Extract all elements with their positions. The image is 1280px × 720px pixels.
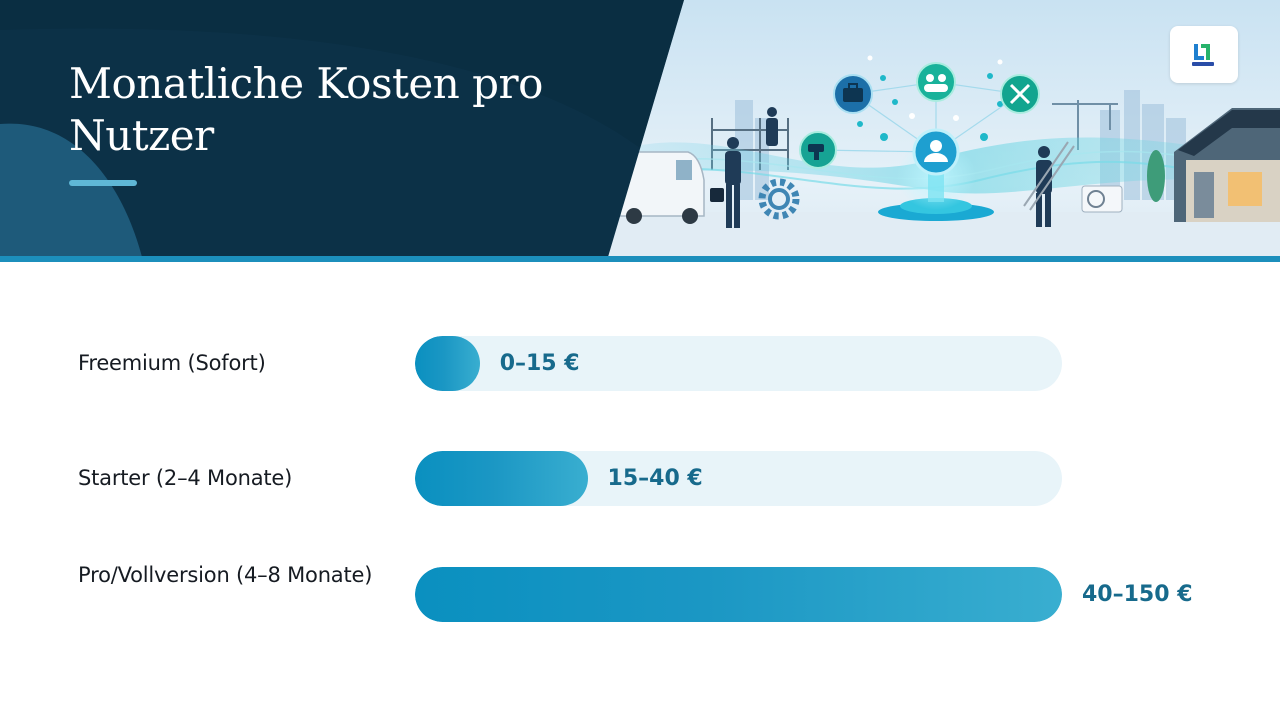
header-banner: Monatliche Kosten pro Nutzer (0, 0, 1280, 262)
bar-freemium (415, 336, 480, 391)
bar-row-freemium: Freemium (Sofort) 0–15 € (0, 336, 1280, 416)
logo-badge (1170, 26, 1238, 83)
category-label: Freemium (Sofort) (78, 351, 266, 375)
house-illustration (1174, 108, 1280, 222)
gear-icon (758, 178, 800, 220)
tools-icon (1000, 74, 1040, 114)
bar-pro (415, 567, 1062, 622)
briefcase-icon (833, 74, 873, 114)
bar-row-pro: Pro/Vollversion (4–8 Monate) 40–150 € (0, 563, 1280, 647)
banner-illustration (0, 0, 1280, 262)
bar-value-label: 15–40 € (607, 466, 703, 491)
page-title: Monatliche Kosten pro Nutzer (69, 59, 543, 160)
user-icon (912, 128, 960, 176)
header-divider (0, 256, 1280, 262)
bar-track (415, 336, 1062, 391)
drill-icon (799, 131, 837, 169)
cost-bar-chart: Freemium (Sofort) 0–15 € Starter (2–4 Mo… (0, 262, 1280, 720)
bar-track (415, 567, 1062, 622)
category-label: Starter (2–4 Monate) (78, 466, 293, 490)
bar-value-label: 40–150 € (1082, 582, 1193, 607)
bar-starter (415, 451, 588, 506)
bar-value-label: 0–15 € (499, 351, 580, 376)
title-underline (69, 180, 137, 186)
van-illustration (619, 151, 705, 224)
brand-logo-icon (1192, 44, 1214, 66)
category-label: Pro/Vollversion (4–8 Monate) (78, 563, 373, 587)
bar-row-starter: Starter (2–4 Monate) 15–40 € (0, 451, 1280, 531)
team-icon (916, 62, 956, 102)
bar-track (415, 451, 1062, 506)
